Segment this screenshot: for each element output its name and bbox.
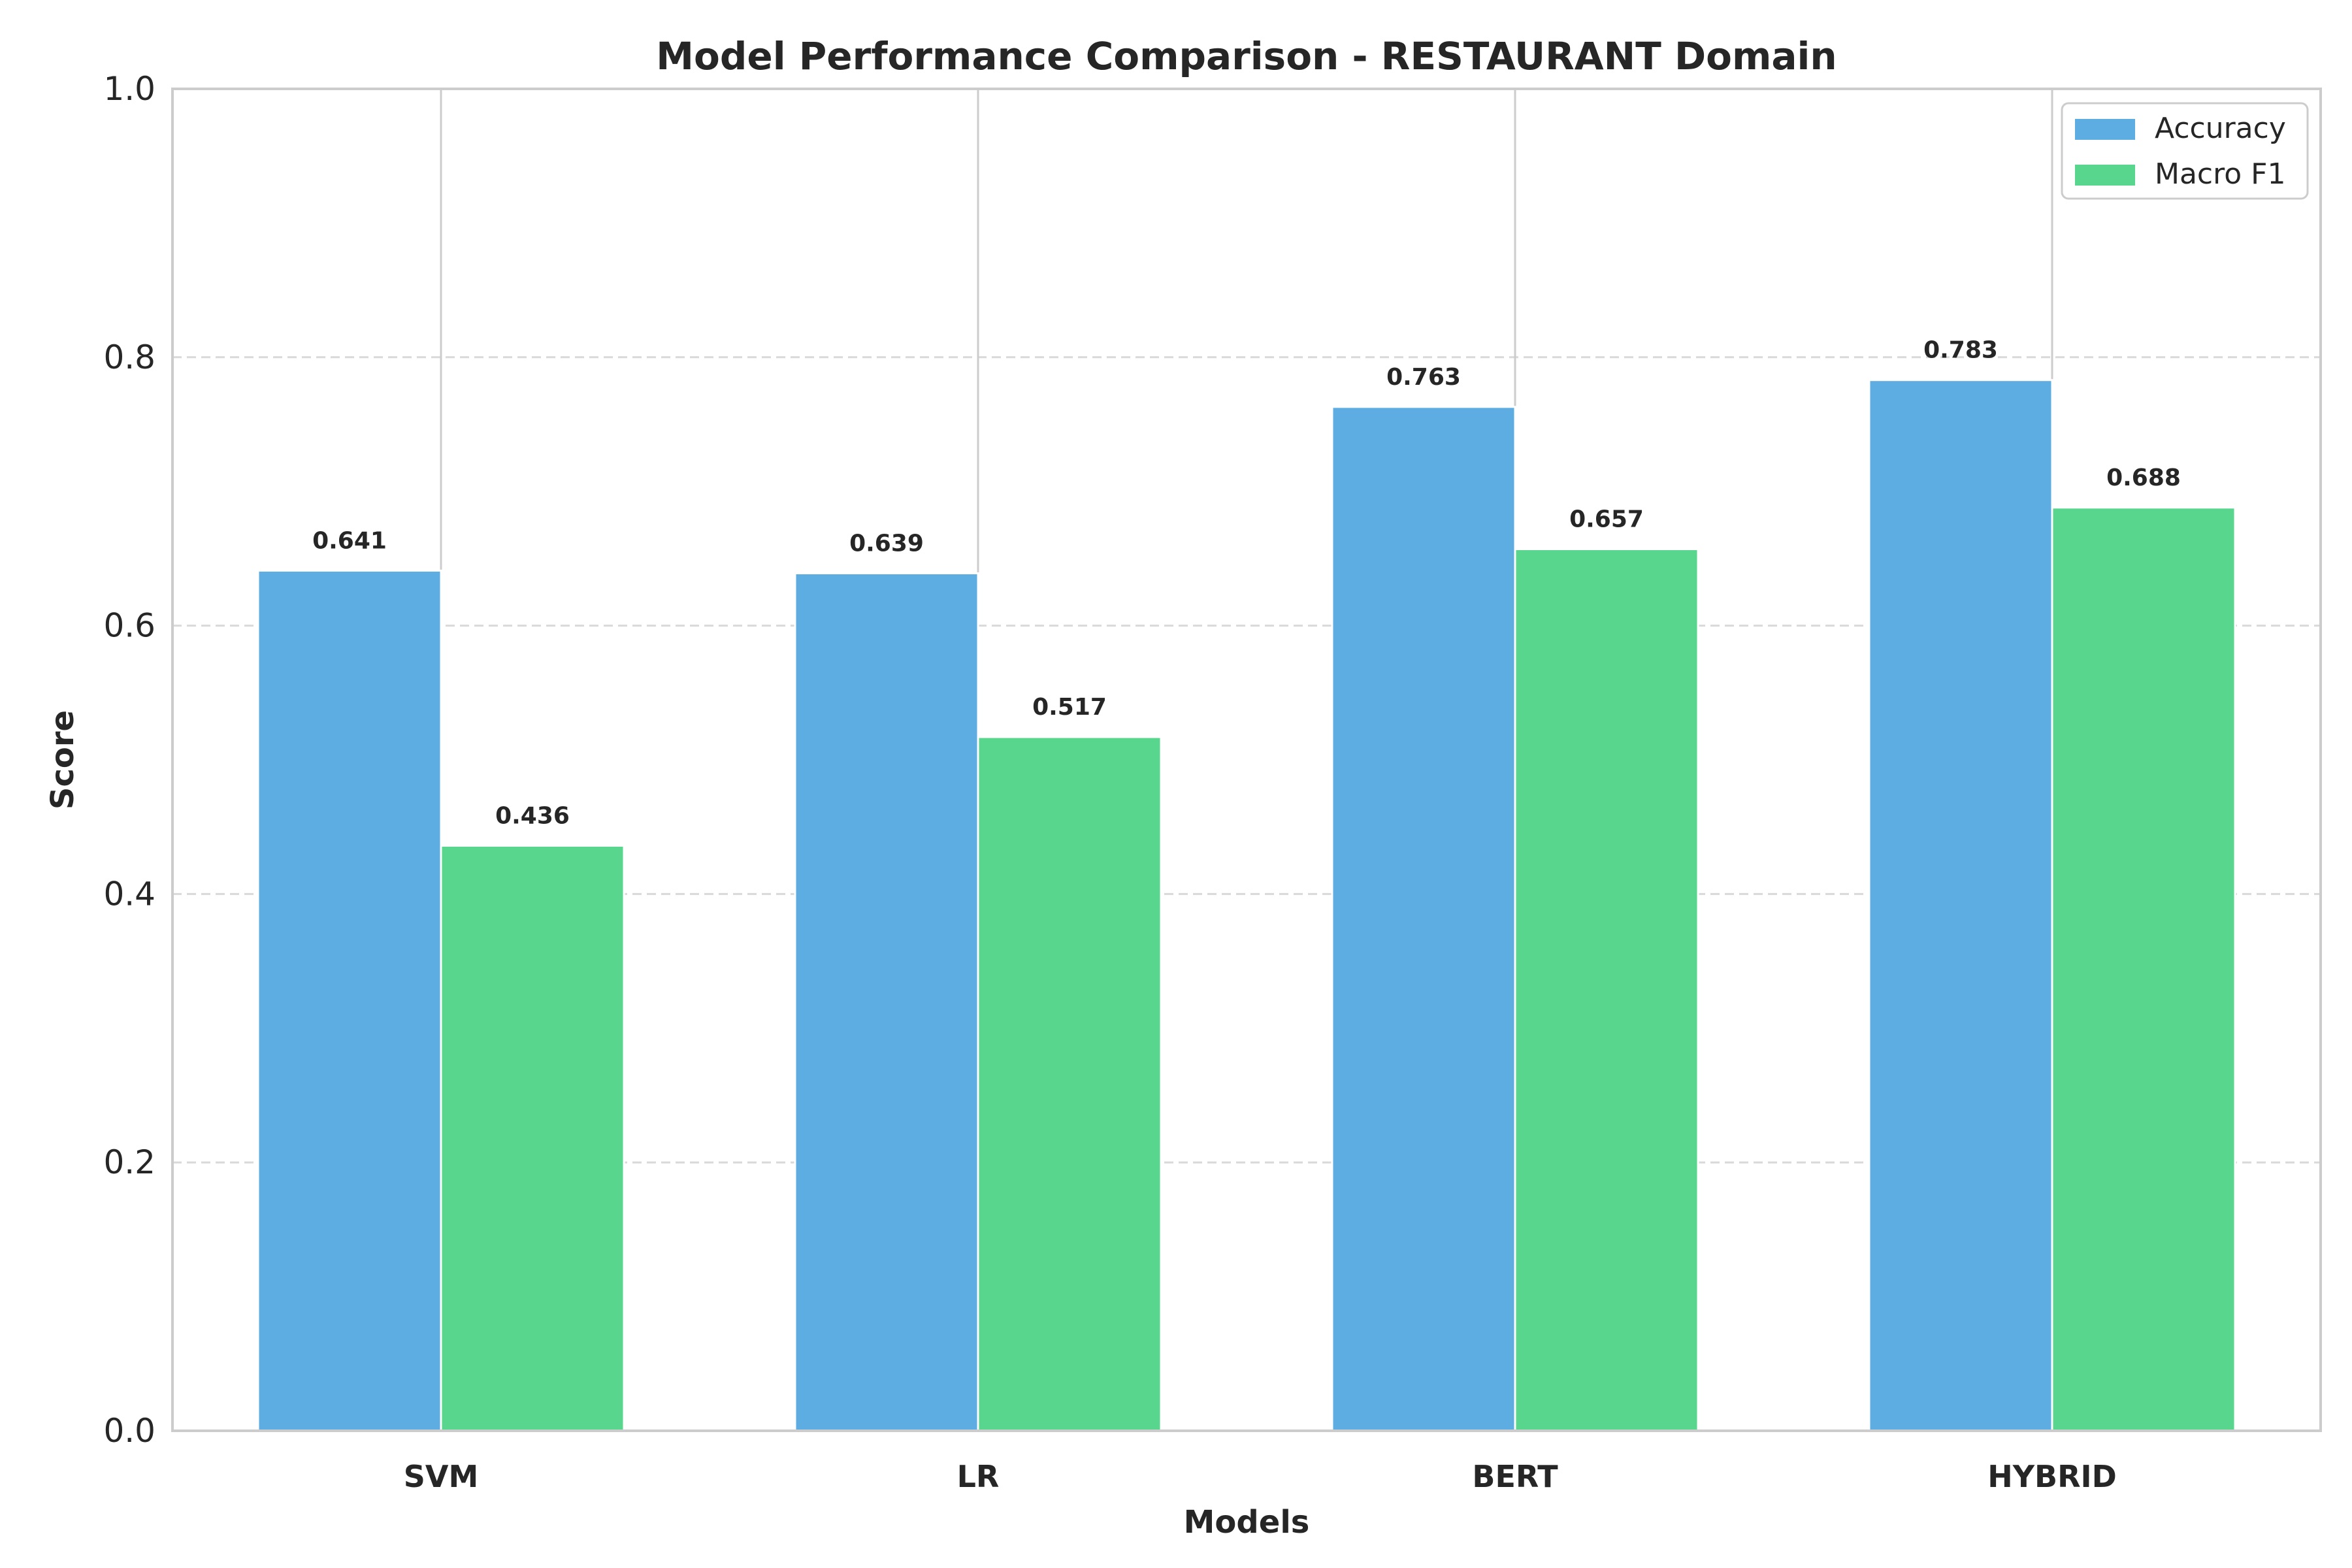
plot-frame (171, 88, 2322, 1432)
legend: Accuracy Macro F1 (2061, 102, 2309, 200)
data-label: 0.657 (1569, 506, 1644, 533)
data-label: 0.688 (2106, 465, 2181, 491)
data-label: 0.639 (849, 530, 924, 557)
y-ticks: 0.0 0.2 0.4 0.6 0.8 1.0 (103, 70, 155, 1450)
y-tick-label: 0.8 (103, 338, 155, 376)
bars (257, 379, 2236, 1432)
data-label: 0.783 (1923, 337, 1998, 364)
y-tick-label: 0.6 (103, 607, 155, 645)
bar-macro-f1 (977, 736, 1162, 1432)
y-tick-label: 0.4 (103, 875, 155, 913)
bar-accuracy (1868, 379, 2053, 1432)
bar-accuracy (794, 572, 979, 1432)
y-tick-label: 0.0 (103, 1412, 155, 1450)
data-label: 0.763 (1386, 364, 1461, 391)
x-ticks: SVM LR BERT HYBRID (404, 1459, 2117, 1494)
bar-accuracy (1331, 406, 1516, 1432)
bar-macro-f1 (440, 844, 625, 1432)
data-label: 0.641 (312, 527, 387, 554)
y-axis-label: Score (44, 710, 81, 809)
bar-macro-f1 (1514, 548, 1699, 1432)
data-labels: 0.641 0.639 0.763 0.783 0.436 0.517 0.657 0.688 (312, 337, 2181, 830)
legend-label: Accuracy (2155, 112, 2286, 145)
x-tick-label: LR (957, 1459, 1000, 1494)
x-axis-label: Models (1184, 1504, 1310, 1541)
legend-label: Macro F1 (2155, 157, 2285, 191)
bar-macro-f1 (2051, 506, 2236, 1432)
chart-title: Model Performance Comparison - RESTAURAN… (656, 34, 1837, 78)
x-tick-label: HYBRID (1987, 1459, 2117, 1494)
y-tick-label: 0.2 (103, 1143, 155, 1181)
legend-swatch (2075, 165, 2135, 186)
bar-accuracy (257, 569, 442, 1432)
x-tick-label: SVM (404, 1459, 479, 1494)
data-label: 0.517 (1032, 694, 1107, 721)
y-tick-label: 1.0 (103, 70, 155, 108)
legend-swatch (2075, 119, 2135, 140)
x-tick-label: BERT (1472, 1459, 1558, 1494)
data-label: 0.436 (495, 802, 570, 829)
